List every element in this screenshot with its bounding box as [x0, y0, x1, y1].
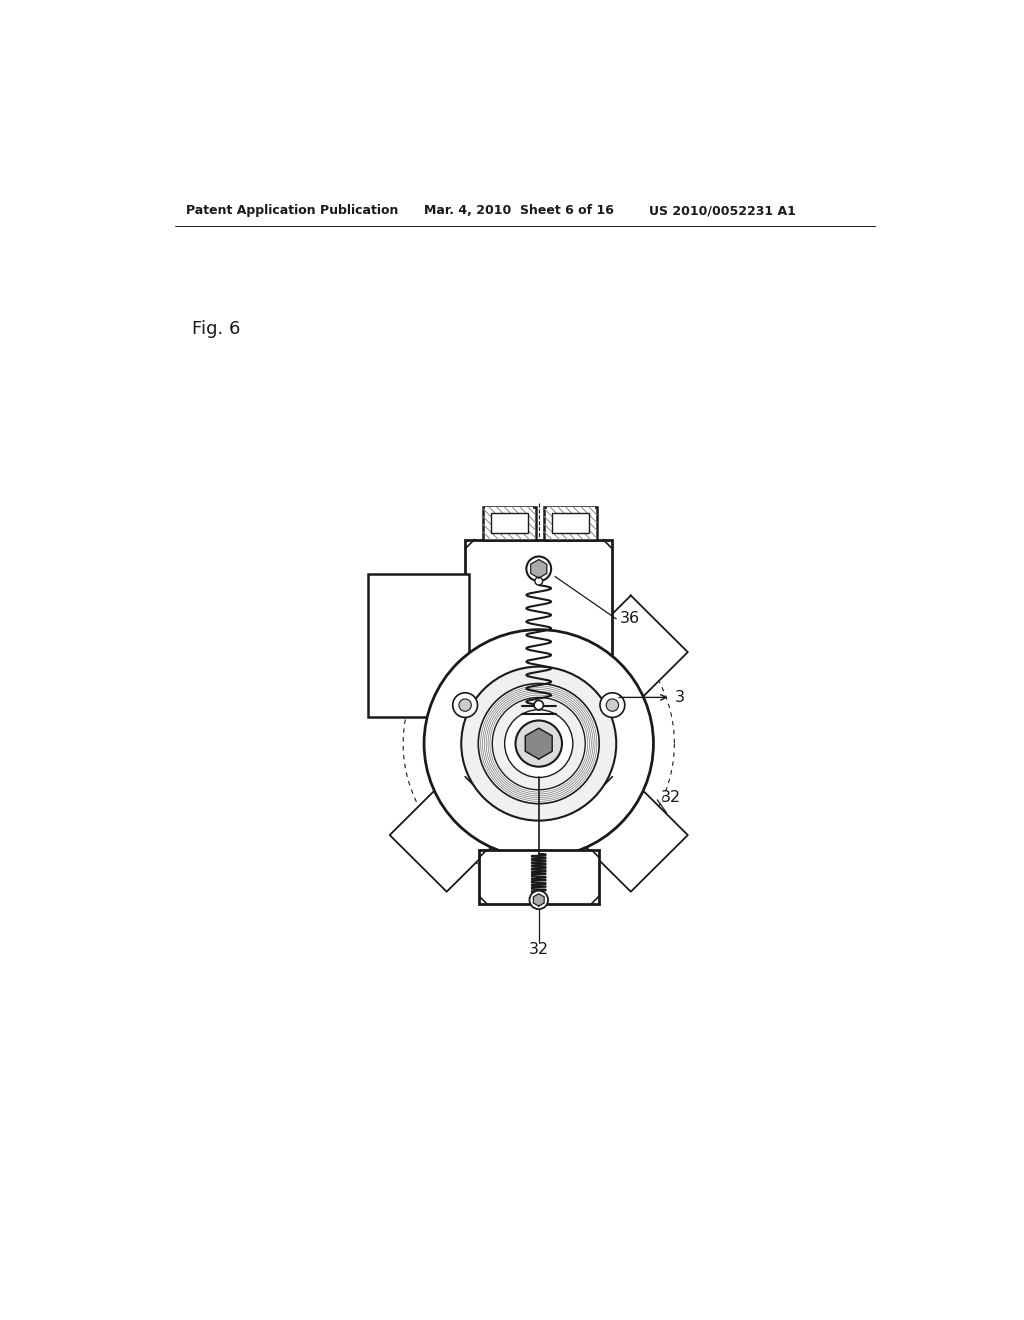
Polygon shape: [534, 894, 544, 906]
Polygon shape: [573, 779, 688, 892]
Circle shape: [461, 667, 616, 821]
Text: 36: 36: [621, 611, 640, 627]
Bar: [483, 507, 536, 540]
Circle shape: [526, 557, 551, 581]
Text: US 2010/0052231 A1: US 2010/0052231 A1: [649, 205, 796, 218]
Polygon shape: [525, 729, 552, 759]
Bar: [369, 574, 469, 717]
Text: 32: 32: [528, 942, 549, 957]
Bar: [547, 507, 595, 512]
Polygon shape: [390, 595, 504, 709]
Circle shape: [535, 701, 544, 710]
Circle shape: [535, 577, 543, 585]
Circle shape: [424, 630, 653, 858]
Text: 32: 32: [662, 789, 681, 805]
Polygon shape: [390, 779, 504, 892]
Circle shape: [529, 891, 548, 909]
Text: Mar. 4, 2010  Sheet 6 of 16: Mar. 4, 2010 Sheet 6 of 16: [424, 205, 614, 218]
Circle shape: [531, 562, 546, 576]
Text: 3: 3: [675, 690, 684, 705]
Bar: [490, 513, 528, 533]
Text: Fig. 6: Fig. 6: [191, 321, 240, 338]
Bar: [465, 540, 612, 785]
Text: Patent Application Publication: Patent Application Publication: [186, 205, 398, 218]
Bar: [552, 513, 589, 533]
Circle shape: [459, 700, 471, 711]
Polygon shape: [573, 595, 688, 709]
Circle shape: [606, 700, 618, 711]
Polygon shape: [530, 560, 547, 578]
Circle shape: [600, 693, 625, 718]
Circle shape: [453, 693, 477, 718]
Circle shape: [478, 684, 599, 804]
Circle shape: [493, 697, 586, 789]
Bar: [479, 850, 599, 904]
Bar: [485, 507, 534, 512]
Bar: [544, 507, 597, 540]
Circle shape: [505, 710, 572, 777]
Circle shape: [515, 721, 562, 767]
